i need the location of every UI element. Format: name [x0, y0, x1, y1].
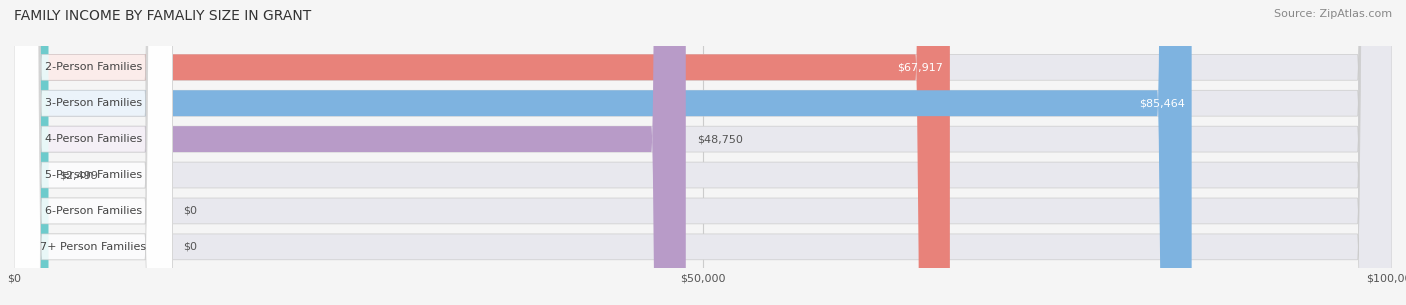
Text: 7+ Person Families: 7+ Person Families [41, 242, 146, 252]
FancyBboxPatch shape [14, 0, 1392, 305]
FancyBboxPatch shape [14, 0, 173, 305]
FancyBboxPatch shape [14, 0, 1392, 305]
FancyBboxPatch shape [14, 0, 173, 305]
FancyBboxPatch shape [14, 0, 950, 305]
Text: 5-Person Families: 5-Person Families [45, 170, 142, 180]
Text: FAMILY INCOME BY FAMALIY SIZE IN GRANT: FAMILY INCOME BY FAMALIY SIZE IN GRANT [14, 9, 311, 23]
Text: Source: ZipAtlas.com: Source: ZipAtlas.com [1274, 9, 1392, 19]
Text: $2,499: $2,499 [59, 170, 98, 180]
FancyBboxPatch shape [14, 0, 48, 305]
Text: $67,917: $67,917 [897, 62, 943, 72]
FancyBboxPatch shape [14, 0, 1392, 305]
FancyBboxPatch shape [14, 0, 1392, 305]
FancyBboxPatch shape [14, 0, 1392, 305]
Text: 3-Person Families: 3-Person Families [45, 98, 142, 108]
Text: $0: $0 [184, 206, 197, 216]
FancyBboxPatch shape [14, 0, 173, 305]
FancyBboxPatch shape [14, 0, 173, 305]
FancyBboxPatch shape [14, 0, 1392, 305]
FancyBboxPatch shape [14, 0, 686, 305]
FancyBboxPatch shape [14, 0, 1192, 305]
FancyBboxPatch shape [14, 0, 173, 305]
Text: $85,464: $85,464 [1139, 98, 1185, 108]
Text: $0: $0 [184, 242, 197, 252]
Text: $48,750: $48,750 [697, 134, 742, 144]
Text: 4-Person Families: 4-Person Families [45, 134, 142, 144]
Text: 6-Person Families: 6-Person Families [45, 206, 142, 216]
FancyBboxPatch shape [14, 0, 173, 305]
Text: 2-Person Families: 2-Person Families [45, 62, 142, 72]
